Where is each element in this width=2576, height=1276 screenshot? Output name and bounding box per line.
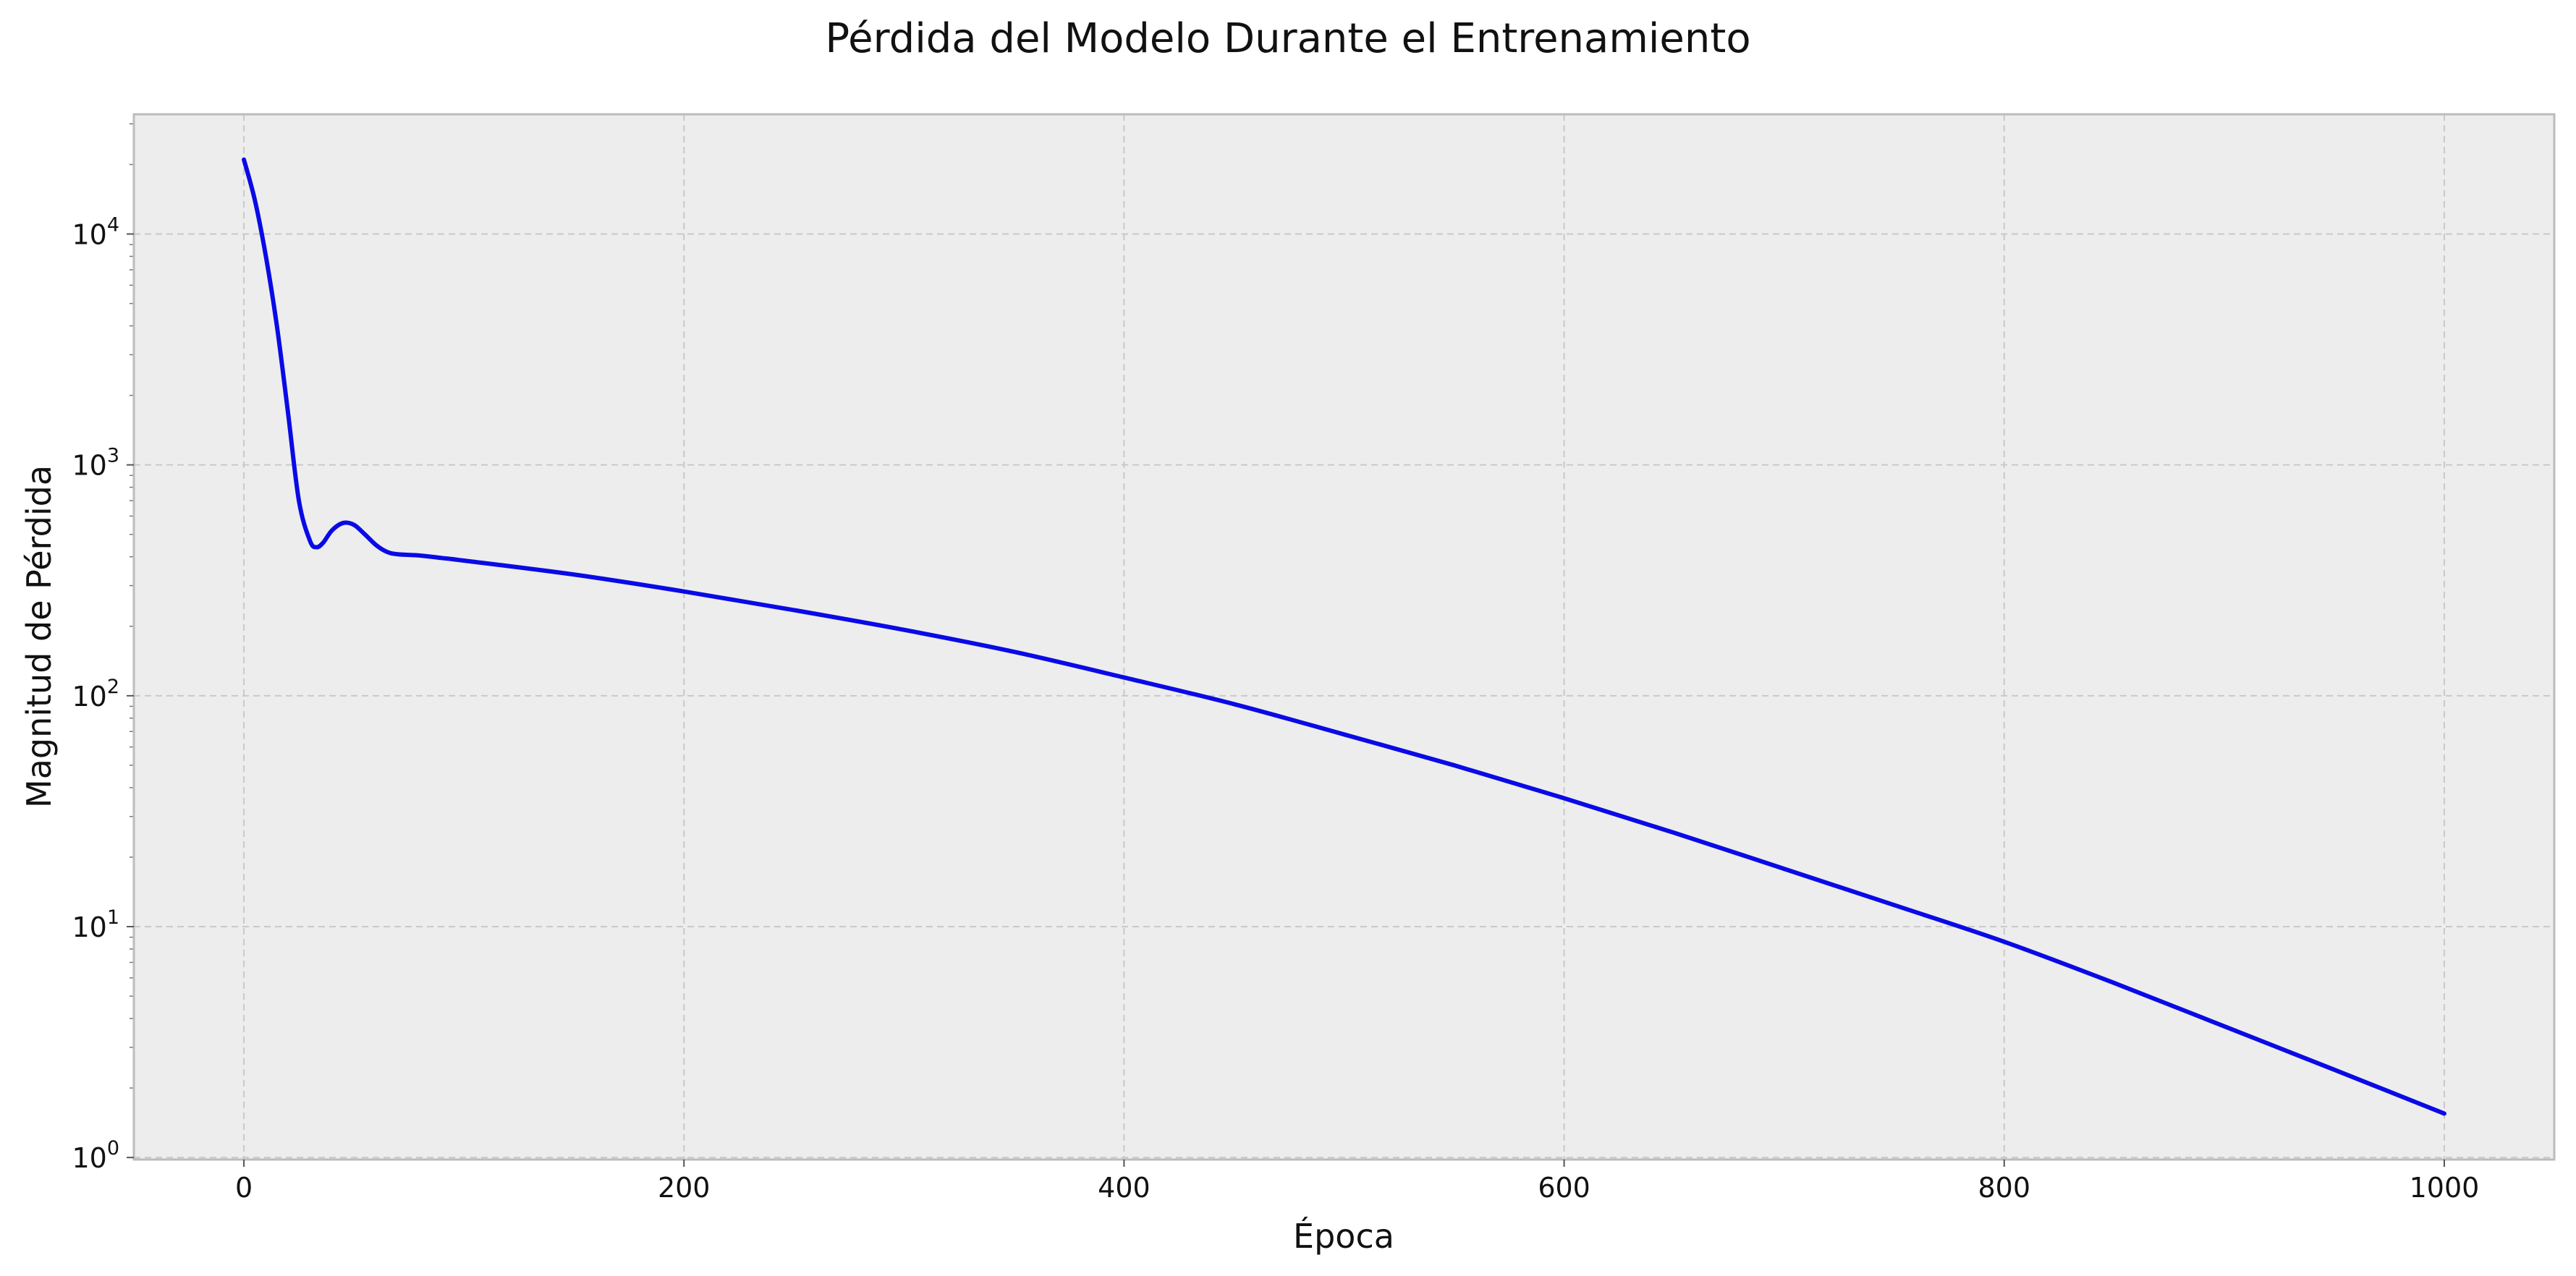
x-tick-label: 0 bbox=[235, 1172, 253, 1204]
chart-title: Pérdida del Modelo Durante el Entrenamie… bbox=[825, 15, 1750, 62]
y-tick-labels: 100 101 102 103 104 bbox=[72, 213, 134, 1174]
grid-lines bbox=[134, 114, 2554, 1160]
x-tick-labels: 0 200 400 600 800 1000 bbox=[235, 1160, 2479, 1204]
y-tick-label: 103 bbox=[72, 445, 119, 482]
x-tick-label: 800 bbox=[1978, 1172, 2031, 1204]
series-line bbox=[242, 157, 2446, 1116]
plot-area bbox=[134, 114, 2554, 1160]
y-tick-label: 100 bbox=[72, 1137, 119, 1174]
series-lines bbox=[242, 157, 2446, 1116]
x-tick-label: 400 bbox=[1098, 1172, 1151, 1204]
plot-frame bbox=[132, 113, 2556, 1161]
y-tick-label: 101 bbox=[72, 906, 119, 943]
y-axis-label: Magnitud de Pérdida bbox=[20, 465, 59, 808]
y-tick-label: 104 bbox=[72, 213, 119, 250]
x-tick-label: 200 bbox=[658, 1172, 711, 1204]
y-tick-label: 102 bbox=[72, 676, 119, 713]
x-tick-label: 1000 bbox=[2410, 1172, 2480, 1204]
x-tick-label: 600 bbox=[1538, 1172, 1590, 1204]
x-axis-label: Época bbox=[1293, 1217, 1394, 1256]
